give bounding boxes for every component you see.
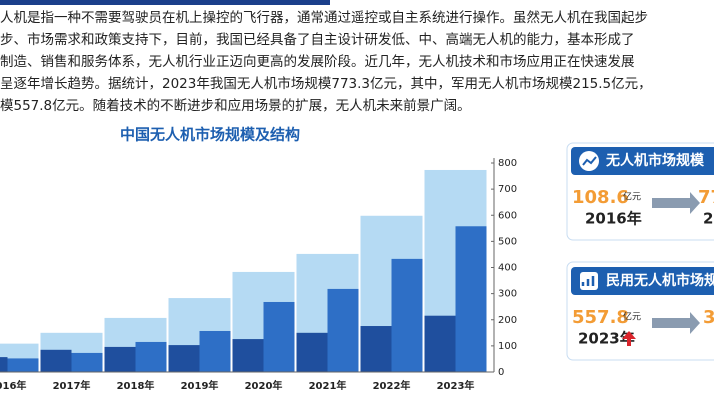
bar [424,315,456,372]
bar [263,301,295,372]
card-value: 3 [703,307,714,328]
x-tick-label: 2021年 [309,379,347,392]
intro-line: 制造、销售和服务体系，无人机行业正迈向更高的发展阶段。近几年，无人机技术和市场应… [0,53,635,70]
card-unit: 亿元 [623,311,641,323]
x-tick-label: 2023年 [437,379,475,392]
bar [135,341,167,372]
y-tick-label: 200 [498,315,517,326]
bar [199,330,231,372]
intro-line: 呈逐年增长趋势。据统计，2023年我国无人机市场规模773.3亿元，其中，军用无… [0,75,652,92]
intro-line: 步、市场需求和政策支持下，目前，我国已经具备了自主设计研发低、中、高端无人机的能… [0,31,635,48]
y-tick-label: 0 [498,367,504,378]
bar [327,288,359,372]
y-tick-label: 800 [498,158,517,169]
bar [71,352,103,372]
intro-line: 人机是指一种不需要驾驶员在机上操控的飞行器，通常通过遥控或自主系统进行操作。虽然… [0,9,648,26]
chart-title: 中国无人机市场规模及结构 [120,126,300,144]
card-year: 2023年 [578,330,635,348]
header-bar [0,0,330,5]
up-arrow [622,331,636,346]
bar [455,226,487,372]
y-tick-label: 400 [498,263,517,274]
bar [104,346,136,372]
bar [40,349,72,372]
chart: 0 100 200 300 400 500 600 700 800 2016年 2017年 2018年… [0,158,517,392]
card-unit: 亿元 [623,191,641,203]
y-tick-label: 600 [498,210,517,221]
bar [0,357,8,372]
card-value: 77 [698,187,714,208]
arrow [652,312,700,334]
y-tick-label: 300 [498,289,517,300]
x-tick-label: 2022年 [373,379,411,392]
y-tick-label: 100 [498,341,517,352]
card-title: 民用无人机市场规模 [606,272,714,289]
intro-line: 模557.8亿元。随着技术的不断进步和应用场景的扩展，无人机未来前景广阔。 [0,97,471,114]
bar [232,339,264,372]
card-header [571,267,714,295]
x-tick-label: 2020年 [245,379,283,392]
icon-glyph [581,276,595,286]
x-tick-label: 2016年 [0,379,26,392]
x-tick-label: 2018年 [117,379,155,392]
bar [168,345,200,372]
arrow [652,192,700,214]
bar [296,332,328,372]
x-tick-label: 2019年 [181,379,219,392]
card-year: 2016年 [585,210,642,228]
card-title: 无人机市场规模 [605,152,705,169]
bar [391,258,423,372]
card-value: 557.8 [572,307,629,328]
x-tick-label: 2017年 [53,379,91,392]
y-tick-label: 700 [498,184,517,195]
bar [7,358,39,372]
card-header [571,147,714,175]
icon-glyph [582,156,597,166]
card-value: 108.6 [572,187,629,208]
bar [360,326,392,372]
intro-text: 人机是指一种不需要驾驶员在机上操控的飞行器，通常通过遥控或自主系统进行操作。虽然… [0,9,652,114]
card-year: 2 [703,210,713,228]
y-tick-label: 500 [498,236,517,247]
